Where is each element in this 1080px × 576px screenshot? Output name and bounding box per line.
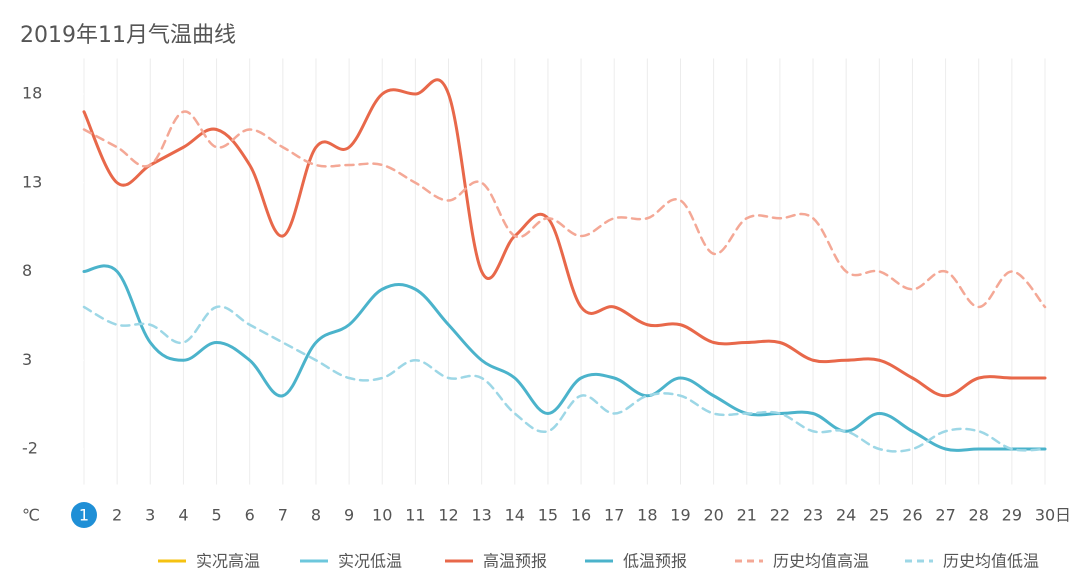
x-tick-label: 13 <box>471 506 491 525</box>
chart-title: 2019年11月气温曲线 <box>20 23 236 48</box>
series-line <box>82 110 1047 309</box>
legend-item: 历史均值高温 <box>735 552 869 571</box>
legend-label: 历史均值低温 <box>943 552 1039 571</box>
x-tick-label: 24 <box>836 506 856 525</box>
legend-item: 低温预报 <box>585 552 687 571</box>
x-tick-label: 28 <box>969 506 989 525</box>
x-tick-label: 2 <box>112 506 122 525</box>
x-tick-label: 12 <box>438 506 458 525</box>
series-line <box>82 264 1047 452</box>
y-tick-label: 18 <box>22 84 42 103</box>
y-tick-label: 8 <box>22 261 32 280</box>
x-tick-label: 29 <box>1002 506 1022 525</box>
x-tick-label: 10 <box>372 506 392 525</box>
legend-label: 历史均值高温 <box>773 552 869 571</box>
y-tick-label: 13 <box>22 172 42 191</box>
x-tick-label: 21 <box>737 506 757 525</box>
x-tick-label: 16 <box>571 506 591 525</box>
series-line <box>82 305 1047 453</box>
x-tick-label: 19 <box>670 506 690 525</box>
x-tick-label: 11 <box>405 506 425 525</box>
x-unit: 日 <box>1055 506 1071 525</box>
x-tick-label: 8 <box>311 506 321 525</box>
selected-day <box>71 502 97 528</box>
x-tick-label: 23 <box>803 506 823 525</box>
legend-label: 实况低温 <box>338 552 402 571</box>
x-tick-label: 22 <box>770 506 790 525</box>
y-unit: ℃ <box>22 506 40 525</box>
legend-item: 历史均值低温 <box>905 552 1039 571</box>
x-tick-label: 27 <box>935 506 955 525</box>
x-tick-label: 30 <box>1035 506 1055 525</box>
x-tick-label: 17 <box>604 506 624 525</box>
legend-item: 高温预报 <box>445 552 547 571</box>
x-tick-label: 6 <box>245 506 255 525</box>
x-tick-label: 25 <box>869 506 889 525</box>
x-tick-label: 9 <box>344 506 354 525</box>
x-tick-label: 20 <box>703 506 723 525</box>
x-tick-label: 15 <box>538 506 558 525</box>
x-tick-label: 3 <box>145 506 155 525</box>
legend-item: 实况高温 <box>158 552 260 571</box>
x-tick-label: 4 <box>178 506 188 525</box>
legend-label: 高温预报 <box>483 552 547 571</box>
series-line <box>82 78 1047 398</box>
x-tick-label: 7 <box>278 506 288 525</box>
legend-label: 实况高温 <box>196 552 260 571</box>
legend-label: 低温预报 <box>623 552 687 571</box>
legend-item: 实况低温 <box>300 552 402 571</box>
x-tick-label: 26 <box>902 506 922 525</box>
y-tick-label: -2 <box>22 439 38 458</box>
x-tick-label: 18 <box>637 506 657 525</box>
x-tick-label: 5 <box>211 506 221 525</box>
x-tick-label: 1 <box>79 506 89 525</box>
x-tick-label: 14 <box>505 506 525 525</box>
y-tick-label: 3 <box>22 350 32 369</box>
